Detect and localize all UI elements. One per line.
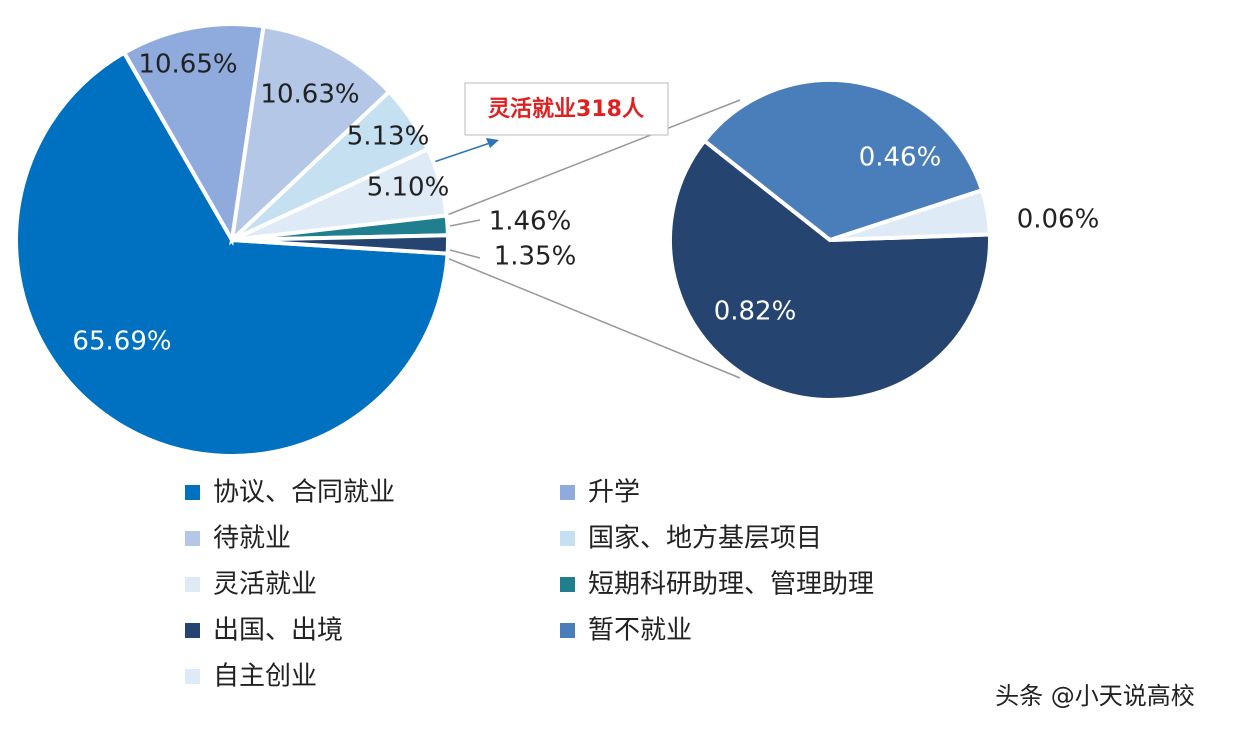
- legend-label: 短期科研助理、管理助理: [588, 570, 874, 600]
- data-label: 5.13%: [347, 122, 430, 152]
- legend-label: 待就业: [213, 524, 291, 554]
- legend-marker: [560, 577, 575, 592]
- pie-slice: [701, 78, 985, 243]
- data-label: 65.69%: [72, 327, 171, 357]
- watermark: 头条 @小天说高校: [995, 682, 1195, 710]
- data-label: 10.65%: [138, 50, 237, 80]
- data-label: 1.35%: [494, 242, 577, 272]
- data-label: 0.06%: [1017, 205, 1100, 235]
- legend-marker: [185, 669, 200, 684]
- pie-slice: [829, 187, 992, 242]
- data-label: 0.82%: [714, 297, 797, 327]
- connector-line: [446, 99, 741, 216]
- legend-marker: [185, 485, 200, 500]
- data-label: 1.46%: [489, 207, 572, 237]
- arrow: [424, 142, 491, 166]
- legend-label: 协议、合同就业: [213, 478, 395, 508]
- pie-slice: [14, 50, 450, 458]
- legend-label: 灵活就业: [213, 570, 317, 600]
- pie-slice: [668, 138, 992, 402]
- arrow-head: [486, 138, 499, 148]
- pie-slice: [231, 233, 451, 256]
- annotation-box: [464, 82, 669, 136]
- legend-label: 暂不就业: [588, 616, 692, 646]
- data-label: 5.10%: [367, 173, 450, 203]
- annotation: 灵活就业318人: [488, 96, 644, 122]
- legend-marker: [560, 531, 575, 546]
- leader-line: [449, 219, 481, 227]
- connector-line: [446, 257, 741, 379]
- legend-marker: [185, 577, 200, 592]
- data-label: 10.63%: [260, 80, 359, 110]
- legend-marker: [560, 485, 575, 500]
- legend-marker: [185, 623, 200, 638]
- legend-marker: [560, 623, 575, 638]
- pie-slice: [121, 22, 266, 246]
- legend-label: 国家、地方基层项目: [588, 524, 822, 554]
- legend-label: 出国、出境: [213, 616, 343, 646]
- legend-label: 自主创业: [213, 662, 317, 692]
- leader-line: [449, 249, 481, 259]
- legend-label: 升学: [588, 478, 640, 508]
- pie-slice: [229, 24, 392, 246]
- data-label: 0.46%: [859, 143, 942, 173]
- legend-marker: [185, 531, 200, 546]
